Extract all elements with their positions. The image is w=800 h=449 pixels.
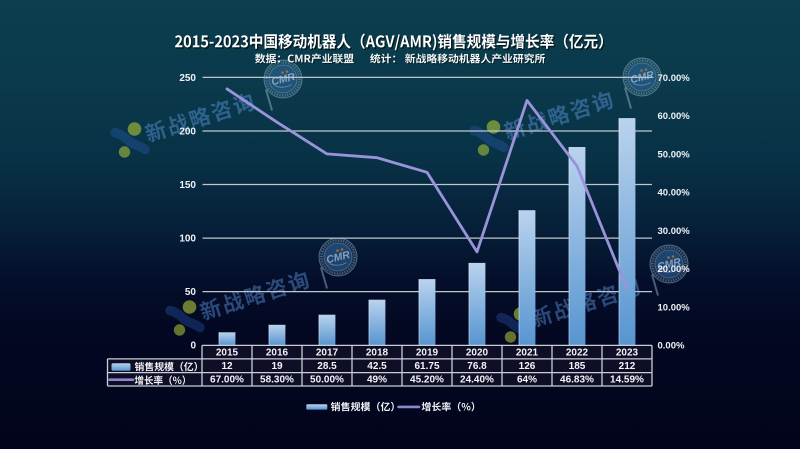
svg-text:30.00%: 30.00% xyxy=(658,226,691,237)
svg-text:2016: 2016 xyxy=(266,347,289,358)
svg-text:20.00%: 20.00% xyxy=(658,264,691,275)
svg-text:64%: 64% xyxy=(517,375,537,386)
svg-text:150: 150 xyxy=(179,180,196,191)
svg-text:2021: 2021 xyxy=(516,347,539,358)
svg-text:12: 12 xyxy=(221,361,233,372)
svg-text:40.00%: 40.00% xyxy=(658,188,691,199)
svg-text:2019: 2019 xyxy=(416,347,439,358)
svg-text:2023: 2023 xyxy=(616,347,639,358)
svg-text:250: 250 xyxy=(179,73,196,84)
svg-text:50.00%: 50.00% xyxy=(310,375,344,386)
svg-text:61.75: 61.75 xyxy=(414,361,439,372)
svg-text:2017: 2017 xyxy=(316,347,339,358)
svg-text:46.83%: 46.83% xyxy=(560,375,594,386)
svg-text:2018: 2018 xyxy=(366,347,389,358)
svg-text:200: 200 xyxy=(179,127,196,138)
svg-text:0.00%: 0.00% xyxy=(658,341,685,352)
svg-text:126: 126 xyxy=(519,361,536,372)
svg-text:67.00%: 67.00% xyxy=(210,375,244,386)
svg-text:76.8: 76.8 xyxy=(467,361,487,372)
svg-text:60.00%: 60.00% xyxy=(658,111,691,122)
svg-text:212: 212 xyxy=(619,361,636,372)
svg-text:50: 50 xyxy=(185,287,197,298)
svg-text:58.30%: 58.30% xyxy=(260,375,294,386)
svg-text:42.5: 42.5 xyxy=(367,361,387,372)
svg-text:2020: 2020 xyxy=(466,347,489,358)
svg-text:2022: 2022 xyxy=(566,347,589,358)
svg-text:185: 185 xyxy=(569,361,586,372)
svg-text:49%: 49% xyxy=(367,375,387,386)
svg-text:0: 0 xyxy=(190,341,196,352)
svg-text:2015: 2015 xyxy=(216,347,239,358)
svg-text:14.59%: 14.59% xyxy=(610,375,644,386)
svg-text:50.00%: 50.00% xyxy=(658,149,691,160)
svg-text:19: 19 xyxy=(271,361,283,372)
svg-text:24.40%: 24.40% xyxy=(460,375,494,386)
svg-text:70.00%: 70.00% xyxy=(658,73,691,84)
svg-text:100: 100 xyxy=(179,234,196,245)
svg-text:28.5: 28.5 xyxy=(317,361,337,372)
svg-text:10.00%: 10.00% xyxy=(658,302,691,313)
svg-text:45.20%: 45.20% xyxy=(410,375,444,386)
